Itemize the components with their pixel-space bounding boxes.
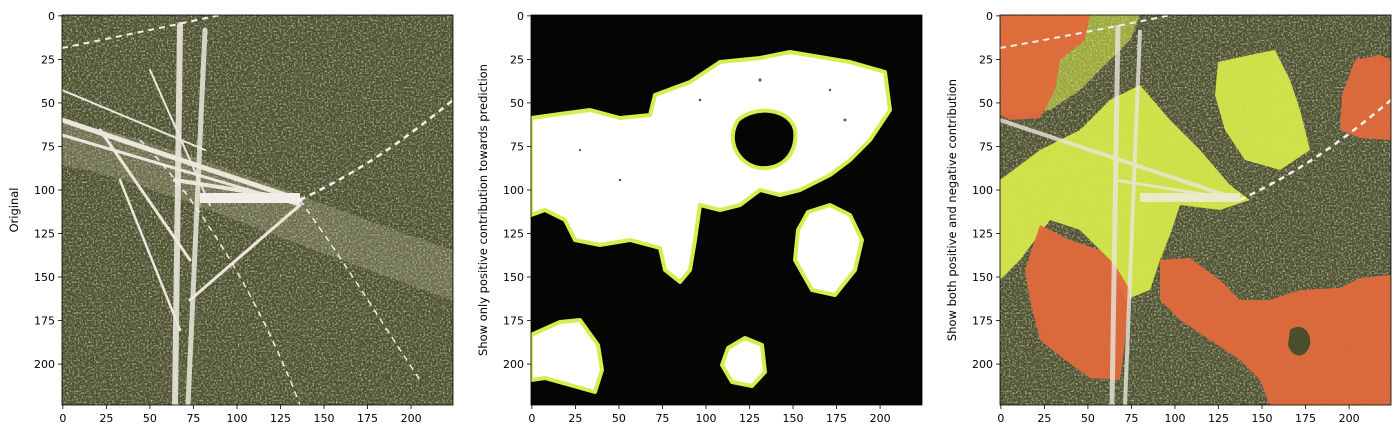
x-tick-label: 25 bbox=[568, 412, 582, 425]
y-tick-label: 200 bbox=[503, 358, 524, 371]
axes-original: 0 25 50 75 100 125 150 175 200 0 25 50 75 100 125 150 17… bbox=[7, 10, 422, 425]
y-tick-label: 125 bbox=[503, 228, 524, 241]
y-tick-label: 0 bbox=[986, 10, 993, 23]
x-tick-label: 50 bbox=[1081, 412, 1095, 425]
x-tick-label: 75 bbox=[186, 412, 200, 425]
negative-superpixels bbox=[1000, 15, 1391, 405]
x-tick-label: 75 bbox=[1124, 412, 1138, 425]
x-tick-label: 75 bbox=[655, 412, 669, 425]
x-tick-label: 200 bbox=[1339, 412, 1360, 425]
y-tick-label: 125 bbox=[34, 228, 55, 241]
x-tick-label: 175 bbox=[1295, 412, 1316, 425]
y-tick-label: 50 bbox=[510, 97, 524, 110]
y-tick-label: 75 bbox=[979, 140, 993, 153]
overlay-image bbox=[1000, 15, 1391, 405]
y-tick-label: 100 bbox=[34, 184, 55, 197]
x-tick-label: 150 bbox=[783, 412, 804, 425]
y-tick-label: 150 bbox=[34, 271, 55, 284]
panel-pos-neg-overlay bbox=[999, 14, 1392, 406]
axes-positive-mask: 0 25 50 75 100 125 150 175 200 0 25 50 75 100 125 150 17… bbox=[476, 10, 891, 425]
x-tick-label: 0 bbox=[528, 412, 535, 425]
y-tick-label: 50 bbox=[979, 97, 993, 110]
y-tick-label: 0 bbox=[48, 10, 55, 23]
positive-regions bbox=[531, 50, 892, 394]
y-axis-label: Original bbox=[7, 187, 21, 232]
y-tick-label: 175 bbox=[34, 315, 55, 328]
y-tick-label: 175 bbox=[503, 315, 524, 328]
y-tick-label: 25 bbox=[510, 53, 524, 66]
y-axis-label: Show both positive and negative contribu… bbox=[945, 79, 959, 341]
x-tick-label: 125 bbox=[270, 412, 291, 425]
y-tick-label: 25 bbox=[979, 53, 993, 66]
y-tick-label: 25 bbox=[41, 53, 55, 66]
x-tick-label: 200 bbox=[870, 412, 891, 425]
original-image bbox=[62, 15, 453, 405]
overlay-tower bbox=[1000, 24, 1241, 405]
power-tower bbox=[62, 22, 303, 405]
x-tick-label: 150 bbox=[314, 412, 335, 425]
y-tick-label: 100 bbox=[972, 184, 993, 197]
x-tick-label: 100 bbox=[695, 412, 716, 425]
x-tick-label: 175 bbox=[357, 412, 378, 425]
x-tick-label: 0 bbox=[997, 412, 1004, 425]
x-tick-label: 125 bbox=[739, 412, 760, 425]
y-tick-label: 75 bbox=[41, 140, 55, 153]
y-tick-label: 200 bbox=[34, 358, 55, 371]
x-tick-label: 150 bbox=[1252, 412, 1273, 425]
y-axis-label: Show only positive contribution towards … bbox=[476, 64, 490, 356]
x-tick-label: 100 bbox=[226, 412, 247, 425]
overlay-power-lines bbox=[1000, 15, 1391, 202]
x-tick-label: 0 bbox=[59, 412, 66, 425]
positive-mask-image bbox=[531, 15, 922, 405]
panel-original bbox=[61, 14, 454, 406]
x-tick-label: 175 bbox=[826, 412, 847, 425]
power-lines bbox=[62, 15, 453, 405]
x-tick-label: 200 bbox=[401, 412, 422, 425]
y-tick-label: 100 bbox=[503, 184, 524, 197]
y-tick-label: 200 bbox=[972, 358, 993, 371]
y-tick-label: 175 bbox=[972, 315, 993, 328]
axes-pos-neg-overlay: 0 25 50 75 100 125 150 175 200 0 25 50 75 100 125 150 17… bbox=[945, 10, 1360, 425]
y-tick-label: 150 bbox=[503, 271, 524, 284]
x-tick-label: 25 bbox=[99, 412, 113, 425]
panel-positive-mask bbox=[530, 14, 923, 406]
axes-layer: 0 25 50 75 100 125 150 175 200 0 25 50 75 100 125 150 17… bbox=[7, 10, 1360, 425]
y-tick-label: 125 bbox=[972, 228, 993, 241]
y-tick-label: 50 bbox=[41, 97, 55, 110]
x-tick-label: 50 bbox=[612, 412, 626, 425]
x-tick-label: 125 bbox=[1208, 412, 1229, 425]
y-tick-label: 0 bbox=[517, 10, 524, 23]
y-tick-label: 75 bbox=[510, 140, 524, 153]
mask-speckle bbox=[578, 78, 847, 182]
x-tick-label: 50 bbox=[143, 412, 157, 425]
y-tick-label: 150 bbox=[972, 271, 993, 284]
x-tick-label: 25 bbox=[1037, 412, 1051, 425]
x-tick-label: 100 bbox=[1164, 412, 1185, 425]
